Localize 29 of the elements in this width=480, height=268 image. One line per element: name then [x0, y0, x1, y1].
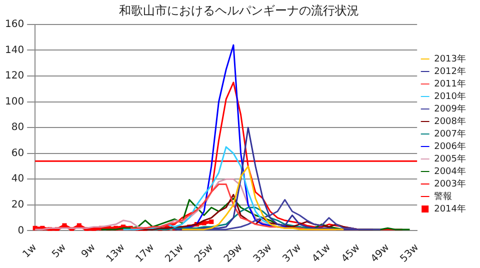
y-tick-label: 100	[4, 96, 24, 108]
x-tick-label: 45w	[340, 242, 362, 265]
y-tick-label: 20	[11, 200, 24, 211]
y-tick-label: 0	[18, 225, 24, 236]
legend-label: 2005年	[434, 153, 466, 164]
x-tick-label: 49w	[369, 242, 392, 265]
legend-label: 2014年	[434, 203, 466, 214]
x-tick-label: 9w	[80, 242, 98, 260]
legend-label: 2010年	[434, 90, 466, 102]
y-tick-label: 60	[11, 148, 24, 159]
y-tick-label: 80	[11, 122, 24, 134]
legend-label: 2013年	[434, 53, 466, 64]
legend-label: 2007年	[434, 128, 466, 140]
legend-label: 2009年	[434, 103, 466, 114]
y-tick-label: 160	[4, 18, 24, 30]
legend-label: 2003年	[434, 178, 466, 190]
x-tick-label: 1w	[20, 242, 40, 260]
x-tick-label: 41w	[310, 242, 333, 265]
legend-label: 2011年	[434, 78, 466, 90]
chart-title: 和歌山市におけるヘルパンギーナの流行状況	[119, 3, 359, 18]
legend-label: 2006年	[434, 140, 466, 152]
legend-label: 2012年	[434, 66, 466, 77]
legend-label: 警報	[434, 190, 452, 202]
legend-label: 2004年	[434, 166, 466, 177]
legend-label: 2008年	[434, 116, 466, 127]
x-tick-label: 5w	[50, 242, 68, 260]
y-tick-label: 40	[11, 174, 24, 185]
y-tick-label: 140	[4, 44, 24, 56]
y-tick-label: 120	[4, 70, 24, 82]
